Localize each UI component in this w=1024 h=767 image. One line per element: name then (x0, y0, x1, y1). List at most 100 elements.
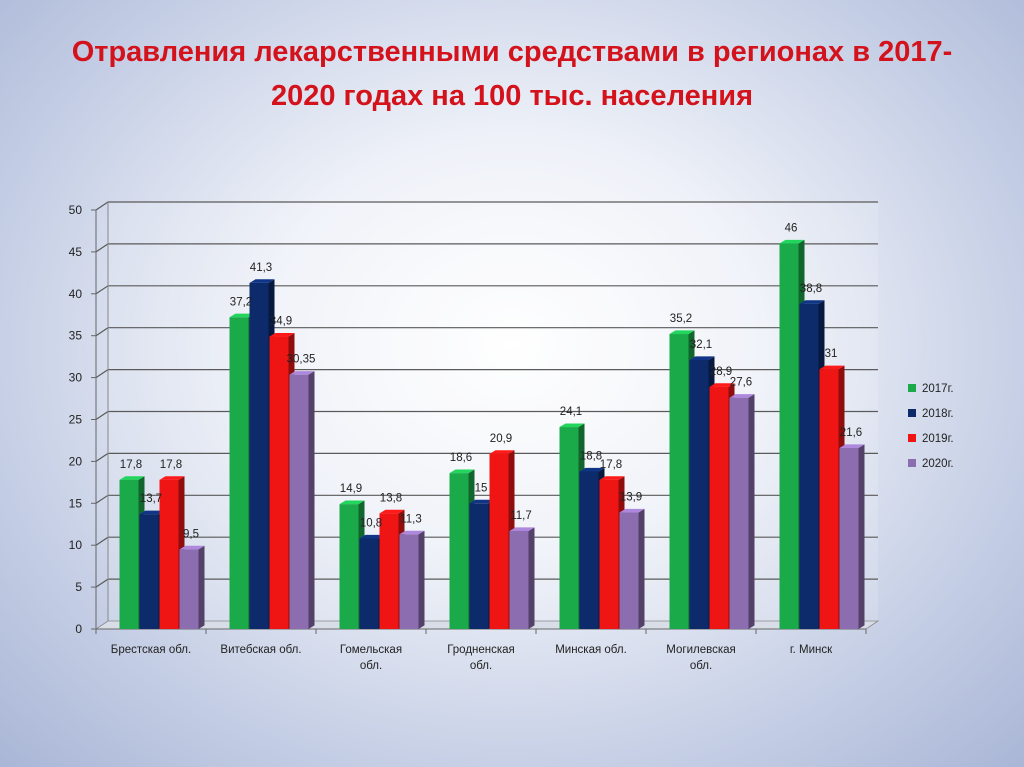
bar (489, 453, 509, 629)
bar (449, 473, 469, 629)
legend-label: 2017г. (922, 383, 954, 395)
bar-side (308, 371, 315, 629)
data-label: 20,9 (490, 433, 512, 445)
bar-top (229, 313, 255, 318)
y-tick-label: 40 (69, 287, 83, 301)
bar-top (839, 444, 865, 448)
data-label: 41,3 (250, 262, 272, 274)
y-tick-label: 50 (69, 203, 83, 217)
bar-top (469, 499, 495, 504)
data-label: 35,2 (670, 313, 692, 325)
legend-label: 2020г. (922, 458, 954, 470)
bar (509, 530, 529, 629)
data-label: 15 (475, 482, 488, 494)
data-label: 18,6 (450, 452, 472, 464)
x-tick-label: обл. (470, 660, 492, 672)
data-label: 30,35 (287, 354, 316, 366)
x-tick-label: Гомельская (340, 644, 402, 656)
bar-top (399, 530, 425, 535)
data-label: 13,9 (620, 492, 642, 504)
chart-legend: 2017г. 2018г. 2019г. 2020г. (908, 383, 954, 470)
bar-top (599, 476, 625, 480)
data-label: 24,1 (560, 406, 582, 418)
bar (729, 397, 749, 629)
bar (119, 479, 139, 629)
data-label: 14,9 (340, 483, 362, 495)
bar (229, 317, 249, 629)
page-title: Отравления лекарственными средствами в р… (71, 36, 953, 112)
bar (799, 303, 819, 629)
legend-label: 2019г. (922, 433, 954, 445)
chart-value-labels: 17,8 13,7 17,8 9,5 37,2 41,3 34,9 30,35 14,9 10,8… (120, 223, 862, 541)
bar (779, 243, 799, 629)
chart-category-labels: Брестская обл. Витебская обл. Гомельская об… (111, 644, 833, 672)
bar (269, 336, 289, 629)
bar-top (509, 527, 535, 531)
bar (179, 549, 199, 629)
bar (819, 369, 839, 629)
bar-side (858, 444, 865, 629)
x-tick-label: Брестская обл. (111, 644, 191, 656)
data-label: 13,8 (380, 492, 402, 504)
bar (379, 513, 399, 629)
y-tick-label: 30 (69, 371, 83, 385)
y-tick-label: 0 (75, 622, 82, 636)
legend-swatch (908, 409, 916, 417)
bar-side (748, 394, 755, 629)
bar-top (289, 371, 315, 375)
bar (139, 514, 159, 629)
y-tick-label: 25 (69, 413, 83, 427)
bar (399, 534, 419, 629)
bar-top (779, 239, 805, 244)
data-label: 11,3 (400, 513, 422, 525)
bar (559, 427, 579, 629)
bar-top (489, 450, 515, 454)
x-tick-label: обл. (360, 660, 382, 672)
legend-swatch (908, 459, 916, 467)
bar-top (249, 279, 275, 283)
y-tick-label: 10 (69, 538, 83, 552)
bar-top (159, 476, 185, 480)
data-label: 13,7 (140, 493, 162, 505)
bar-top (179, 545, 205, 550)
bar-top (689, 356, 715, 361)
y-tick-label: 15 (69, 496, 83, 510)
bar-side (198, 545, 205, 629)
bar (339, 504, 359, 629)
legend-swatch (908, 434, 916, 442)
bar-top (139, 510, 165, 515)
bar-top (269, 332, 295, 337)
x-tick-label: г. Минск (790, 644, 833, 656)
bar (599, 479, 619, 629)
bar (839, 447, 859, 629)
data-label: 10,8 (360, 517, 382, 529)
data-label: 28,9 (710, 366, 732, 378)
bar-top (119, 476, 145, 480)
legend-swatch (908, 384, 916, 392)
bar (709, 386, 729, 629)
bar (159, 479, 179, 629)
y-tick-label: 45 (69, 245, 83, 259)
bar-top (729, 394, 755, 398)
data-label: 17,8 (120, 459, 142, 471)
x-tick-label: Витебская обл. (220, 644, 301, 656)
data-label: 18,8 (580, 450, 602, 462)
data-label: 32,1 (690, 339, 712, 351)
chart-bars (119, 239, 865, 630)
legend-label: 2018г. (922, 408, 954, 420)
bar-side (528, 527, 535, 629)
data-label: 38,8 (800, 283, 822, 295)
data-label: 17,8 (160, 459, 182, 471)
x-tick-label: Минская обл. (555, 644, 627, 656)
bar-top (559, 423, 585, 428)
y-tick-label: 20 (69, 454, 83, 468)
bar (579, 471, 599, 629)
y-tick-label: 5 (75, 580, 82, 594)
data-label: 11,7 (510, 510, 532, 522)
bar-top (819, 365, 845, 370)
bar (359, 538, 379, 629)
bar-top (579, 467, 605, 472)
x-tick-label: Могилевская (666, 644, 735, 656)
bar-top (449, 469, 475, 474)
